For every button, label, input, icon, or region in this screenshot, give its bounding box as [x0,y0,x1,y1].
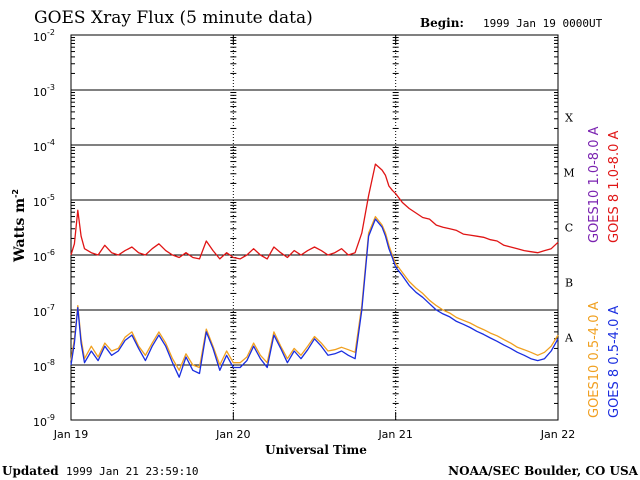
y-tick-label-base: 10 [33,141,47,154]
y-tick-label-base: 10 [33,361,47,374]
legend-entry: GOES 8 1.0-8.0 A [607,131,622,243]
series-line [70,163,559,260]
flare-class-label: C [565,222,573,235]
y-tick-label-base: 10 [33,251,47,264]
updated-label: Updated [2,464,59,478]
y-axis-label-text: Watts m [12,198,28,263]
y-tick-label-base: 10 [33,31,47,44]
y-tick-label-exponent: -2 [47,28,55,37]
legend-entry: GOES10 1.0-8.0 A [587,126,602,243]
y-tick-label-exponent: -6 [47,248,55,257]
flare-class-label: X [565,112,573,125]
y-tick-label: 10-2 [33,28,55,44]
axis-ticks [70,35,559,421]
flare-class-label: B [565,277,573,290]
axis-tick-labels: Jan 19 Jan 20 Jan 21 Jan 2210-210-310-410-5… [33,28,575,441]
y-tick-label: 10-5 [33,193,55,209]
x-tick-label: Jan 21 [377,428,412,441]
y-tick-label-exponent: -7 [47,303,55,312]
begin-label: Begin: [420,16,464,30]
y-tick-label-base: 10 [33,416,47,429]
credit-text: NOAA/SEC Boulder, CO USA [448,464,639,478]
y-tick-label-base: 10 [33,306,47,319]
y-tick-label: 10-8 [33,358,55,374]
y-tick-label: 10-9 [33,413,55,429]
grid [71,35,558,420]
y-tick-label: 10-6 [33,248,55,264]
updated-value: 1999 Jan 21 23:59:10 [66,465,198,478]
y-tick-label-exponent: -3 [47,83,55,92]
x-tick-label: Jan 19 [53,428,88,441]
x-tick-label: Jan 20 [215,428,250,441]
legend-entry: GOES 8 0.5-4.0 A [607,306,622,418]
y-tick-label-exponent: -9 [47,413,55,422]
y-axis-label-exponent: -2 [11,189,20,198]
y-tick-label: 10-7 [33,303,55,319]
y-tick-label-base: 10 [33,86,47,99]
legend: GOES10 0.5-4.0 A GOES10 1.0-8.0 A GOES 8 0… [587,126,622,418]
y-tick-label-exponent: -4 [47,138,55,147]
series-group [70,163,559,378]
x-axis-label: Universal Time [265,443,367,457]
series-line [70,218,559,378]
legend-entry: GOES10 0.5-4.0 A [587,301,602,418]
chart-title: GOES Xray Flux (5 minute data) [34,8,313,28]
x-tick-label: Jan 22 [540,428,575,441]
plot-frame [70,34,559,421]
flare-class-label: M [563,167,574,180]
begin-value: 1999 Jan 19 0000UT [483,17,603,30]
y-tick-label-exponent: -5 [47,193,55,202]
y-tick-label: 10-4 [33,138,55,154]
y-axis-label: Watts m-2 [11,189,28,263]
y-tick-label: 10-3 [33,83,55,99]
y-tick-label-base: 10 [33,196,47,209]
series-line [70,215,559,371]
flare-class-label: A [564,332,574,345]
y-tick-label-exponent: -8 [47,358,55,367]
